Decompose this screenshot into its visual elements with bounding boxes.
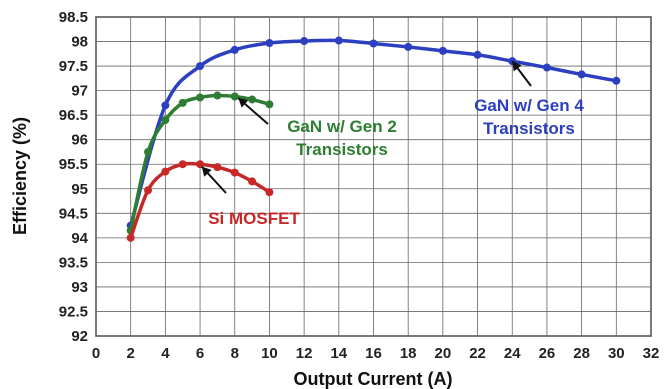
series-2-point-7 — [248, 177, 257, 186]
x-tick-label-12: 24 — [504, 345, 521, 362]
annotation-2-arrowhead — [201, 166, 212, 177]
series-2-point-3 — [178, 160, 187, 169]
y-tick-labels: 92 92.5 93 93.5 94 94.5 95 95.5 96 96.5 97 97.5 98 98… — [59, 9, 89, 345]
series-0-point-12 — [542, 63, 551, 72]
x-tick-label-10: 20 — [435, 345, 452, 362]
series-0-point-6 — [334, 36, 343, 45]
x-tick-label-9: 18 — [400, 345, 417, 362]
x-tick-labels: 0 2 4 6 8 10 12 14 16 18 20 22 24 26 28 30 32 — [92, 345, 660, 362]
x-tick-label-7: 14 — [330, 345, 347, 362]
y-tick-label-5: 94.5 — [59, 205, 88, 222]
series-1-point-7 — [248, 95, 257, 104]
y-tick-label-3: 93.5 — [59, 254, 88, 271]
series-2-point-6 — [230, 168, 239, 177]
series-0-point-10 — [473, 50, 482, 59]
annotation-0-line-1: Transistors — [483, 119, 575, 138]
y-tick-label-4: 94 — [71, 230, 88, 247]
y-tick-label-10: 97 — [71, 83, 88, 100]
x-tick-label-1: 2 — [127, 345, 135, 362]
series-1-point-1 — [144, 147, 153, 156]
series-1-point-8 — [265, 100, 274, 109]
annotation-1-arrowhead — [238, 97, 249, 108]
y-tick-label-6: 95 — [71, 181, 88, 198]
series-0-point-2 — [196, 62, 205, 71]
y-tick-label-7: 95.5 — [59, 156, 88, 173]
series-0-point-13 — [577, 70, 586, 79]
annotation-0-arrowhead — [512, 61, 522, 72]
series-2-point-8 — [265, 188, 274, 197]
x-tick-label-15: 30 — [608, 345, 625, 362]
series-1-point-4 — [196, 93, 205, 102]
x-tick-label-6: 12 — [296, 345, 313, 362]
y-tick-label-12: 98 — [71, 34, 88, 51]
series-2-point-4 — [196, 160, 205, 169]
y-tick-label-0: 92 — [71, 328, 88, 345]
x-tick-label-13: 26 — [539, 345, 556, 362]
y-axis-title: Efficiency (%) — [10, 117, 30, 235]
x-tick-label-3: 6 — [196, 345, 204, 362]
series-0-point-7 — [369, 39, 378, 48]
series-1-point-6 — [230, 92, 239, 101]
annotation-0-line-0: GaN w/ Gen 4 — [474, 96, 584, 115]
series-0-point-9 — [438, 46, 447, 55]
series-2-point-2 — [161, 167, 170, 176]
y-tick-label-8: 96 — [71, 132, 88, 149]
series-0-point-4 — [265, 39, 274, 48]
y-tick-label-9: 96.5 — [59, 107, 88, 124]
x-tick-label-5: 10 — [261, 345, 278, 362]
series-0-point-3 — [230, 45, 239, 54]
series-0-point-8 — [404, 42, 413, 51]
series-1-point-5 — [213, 91, 222, 100]
series-0-point-5 — [300, 37, 309, 46]
x-tick-label-0: 0 — [92, 345, 100, 362]
annotations-group: GaN w/ Gen 4 Transistors GaN w/ Gen 2 Trans… — [201, 60, 584, 228]
x-tick-label-14: 28 — [573, 345, 590, 362]
series-2-point-5 — [213, 163, 222, 172]
series-1-point-3 — [178, 98, 187, 107]
series-0-point-1 — [161, 101, 170, 110]
series-group — [126, 36, 621, 242]
x-tick-label-8: 16 — [365, 345, 382, 362]
y-tick-label-13: 98.5 — [59, 9, 88, 26]
x-tick-label-16: 32 — [643, 345, 660, 362]
grid-lines — [95, 16, 652, 337]
y-tick-label-11: 97.5 — [59, 58, 88, 75]
series-2-point-1 — [144, 186, 153, 195]
x-tick-label-11: 22 — [469, 345, 486, 362]
x-tick-label-2: 4 — [161, 345, 170, 362]
y-tick-label-2: 93 — [71, 279, 88, 296]
y-tick-label-1: 92.5 — [59, 303, 88, 320]
annotation-1-line-0: GaN w/ Gen 2 — [287, 117, 397, 136]
x-tick-label-4: 8 — [231, 345, 239, 362]
x-axis-title: Output Current (A) — [294, 369, 453, 389]
annotation-1-line-1: Transistors — [296, 140, 388, 159]
series-1-point-2 — [161, 116, 170, 125]
series-2-point-0 — [126, 233, 135, 242]
annotation-2-line-0: Si MOSFET — [208, 209, 300, 228]
series-0-point-14 — [612, 76, 621, 85]
